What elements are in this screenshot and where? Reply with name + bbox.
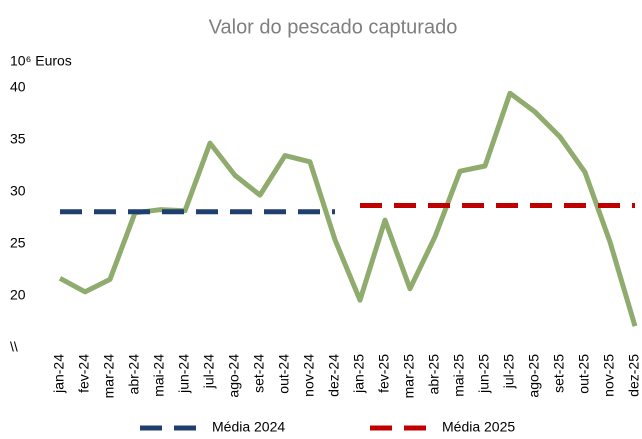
x-tick-label: jul-24: [201, 354, 217, 389]
x-tick-label: jul-25: [501, 354, 517, 389]
x-tick-label: abr-24: [126, 354, 142, 395]
x-tick-label: fev-25: [376, 354, 392, 393]
y-tick-label: \\: [10, 339, 18, 355]
x-tick-label: nov-24: [301, 354, 317, 397]
data-line: [58, 90, 638, 327]
x-tick-label: mar-24: [101, 354, 117, 399]
y-tick-label: 35: [10, 131, 26, 147]
x-tick-label: set-24: [251, 354, 267, 393]
x-tick-label: jan-24: [51, 354, 67, 394]
x-tick-label: dez-25: [626, 354, 642, 397]
x-tick-label: ago-24: [226, 354, 242, 398]
x-tick-label: set-25: [551, 354, 567, 393]
x-tick-label: abr-25: [426, 354, 442, 395]
x-tick-label: mai-25: [451, 354, 467, 397]
y-tick-label: 25: [10, 235, 26, 251]
x-tick-label: jan-25: [351, 354, 367, 394]
x-tick-label: jun-25: [476, 354, 492, 394]
y-tick-label: 20: [10, 287, 26, 303]
x-tick-label: ago-25: [526, 354, 542, 398]
legend-label: Média 2025: [442, 419, 515, 435]
x-tick-label: out-24: [276, 354, 292, 394]
x-tick-label: out-25: [576, 354, 592, 394]
legend-label: Média 2024: [212, 419, 285, 435]
chart-title: Valor do pescado capturado: [209, 16, 458, 38]
x-tick-label: fev-24: [76, 354, 92, 393]
x-tick-label: mar-25: [401, 354, 417, 399]
y-tick-label: 40: [10, 79, 26, 95]
x-tick-label: mai-24: [151, 354, 167, 397]
x-tick-label: dez-24: [326, 354, 342, 397]
y-axis-label: 10⁶ Euros: [10, 53, 72, 69]
x-tick-label: nov-25: [601, 354, 617, 397]
x-tick-label: jun-24: [176, 354, 192, 394]
y-tick-label: 30: [10, 183, 26, 199]
